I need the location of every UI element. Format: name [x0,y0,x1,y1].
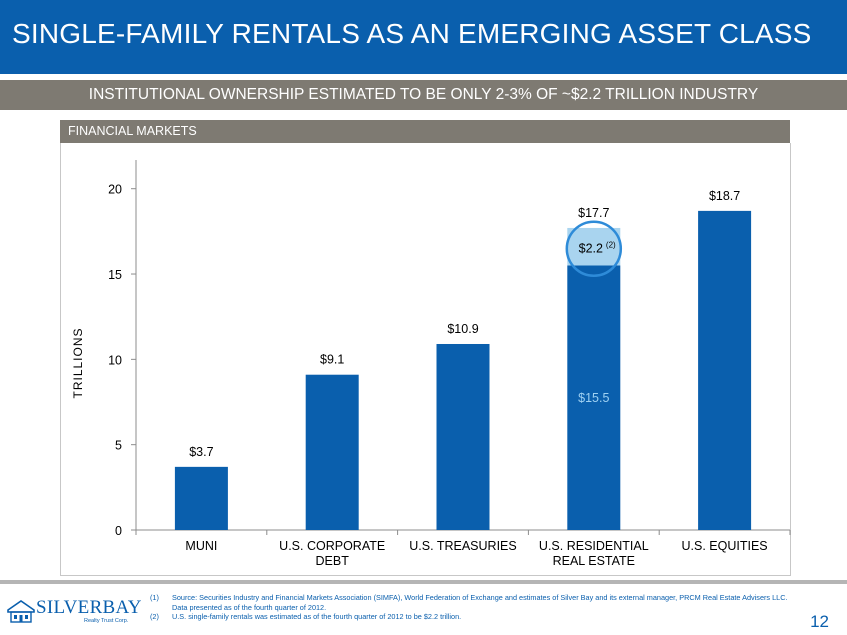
panel-header: FINANCIAL MARKETS [60,120,790,143]
page-subtitle: INSTITUTIONAL OWNERSHIP ESTIMATED TO BE … [88,86,759,103]
footnote-text: U.S. single-family rentals was estimated… [172,612,462,621]
y-tick-label: 5 [115,439,122,453]
x-tick-label: U.S. CORPORATE [279,539,385,553]
y-tick-label: 20 [108,183,122,197]
highlight-superscript: (2) [606,241,616,250]
silverbay-logo: SILVERBAY Realty Trust Corp. [6,594,142,628]
title-bar: SINGLE-FAMILY RENTALS AS AN EMERGING ASS… [0,0,847,74]
bar [698,210,752,530]
footnote-number: (2) [150,612,159,621]
x-tick-label: DEBT [316,554,350,568]
logo-name: SILVERBAY [36,597,142,618]
bar [436,343,490,530]
y-tick-label: 15 [108,268,122,282]
data-label: $10.9 [447,322,478,336]
bar-chart: 0 5 10 15 20 TRILLIONS $3.7 MUNI $9.1 U.S. CORPOR… [71,160,791,568]
footnote-2: (2) U.S. single-family rentals was estim… [150,612,800,622]
footnote-1: (1) Source: Securities Industry and Fina… [150,593,800,612]
x-tick-label: MUNI [185,539,217,553]
bar-segment-highlight [567,227,621,266]
bar [174,466,228,530]
inner-value-label: $15.5 [578,391,609,405]
bar [305,374,359,530]
y-tick-label: 10 [108,353,122,367]
y-axis-label: TRILLIONS [71,327,85,398]
x-tick-label: U.S. RESIDENTIAL [539,539,649,553]
data-label: $9.1 [320,353,344,367]
subtitle-bar: INSTITUTIONAL OWNERSHIP ESTIMATED TO BE … [0,80,847,110]
chart-panel [60,143,791,576]
x-tick-label: U.S. TREASURIES [409,539,516,553]
data-label: $3.7 [189,445,213,459]
page-number: 12 [810,612,829,631]
panel-label: FINANCIAL MARKETS [68,124,197,138]
data-label: $17.7 [578,206,609,220]
page-title: SINGLE-FAMILY RENTALS AS AN EMERGING ASS… [12,18,812,49]
x-tick-label: REAL ESTATE [553,554,635,568]
data-label: $18.7 [709,189,740,203]
house-icon [7,600,35,623]
highlight-circle [565,220,623,277]
footnotes: (1) Source: Securities Industry and Fina… [150,593,800,622]
footnote-text: Source: Securities Industry and Financia… [172,593,788,612]
bar [567,265,621,530]
y-tick-label: 0 [115,524,122,538]
footer-divider [0,580,847,584]
x-tick-label: U.S. EQUITIES [682,539,768,553]
highlight-label: $2.2 [579,242,603,256]
footnote-number: (1) [150,593,159,602]
logo-tagline: Realty Trust Corp. [84,618,129,624]
